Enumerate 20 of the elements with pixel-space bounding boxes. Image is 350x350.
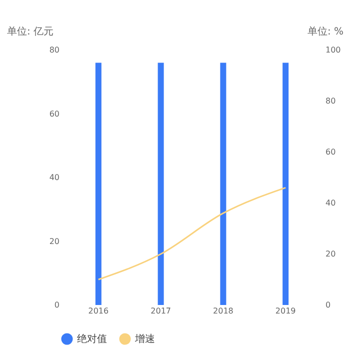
y2-tick-label: 100 — [326, 46, 341, 54]
y2-axis-title: 单位: % — [307, 26, 344, 38]
y-tick-label: 80 — [49, 46, 60, 54]
y2-tick-label: 60 — [326, 148, 336, 156]
x-tick-label: 2018 — [213, 306, 234, 316]
y2-tick-label: 40 — [326, 198, 336, 208]
x-tick-label: 2017 — [150, 306, 171, 316]
y-tick-label: 0 — [54, 300, 60, 310]
x-tick-label: 2019 — [275, 306, 296, 316]
y-axis-title: 单位: 亿元 — [6, 26, 54, 38]
y-tick-label: 40 — [49, 173, 60, 182]
y-tick-label: 20 — [49, 236, 60, 246]
y2-tick-label: 20 — [326, 250, 336, 258]
x-tick-label: 2016 — [88, 306, 109, 316]
legend-label: 增速 — [134, 333, 155, 345]
legend-label: 绝对值 — [77, 333, 107, 345]
y-tick-label: 60 — [49, 109, 60, 118]
line-series — [98, 186, 286, 280]
y2-tick-label: 0 — [326, 300, 331, 310]
y2-tick-label: 80 — [326, 96, 336, 106]
